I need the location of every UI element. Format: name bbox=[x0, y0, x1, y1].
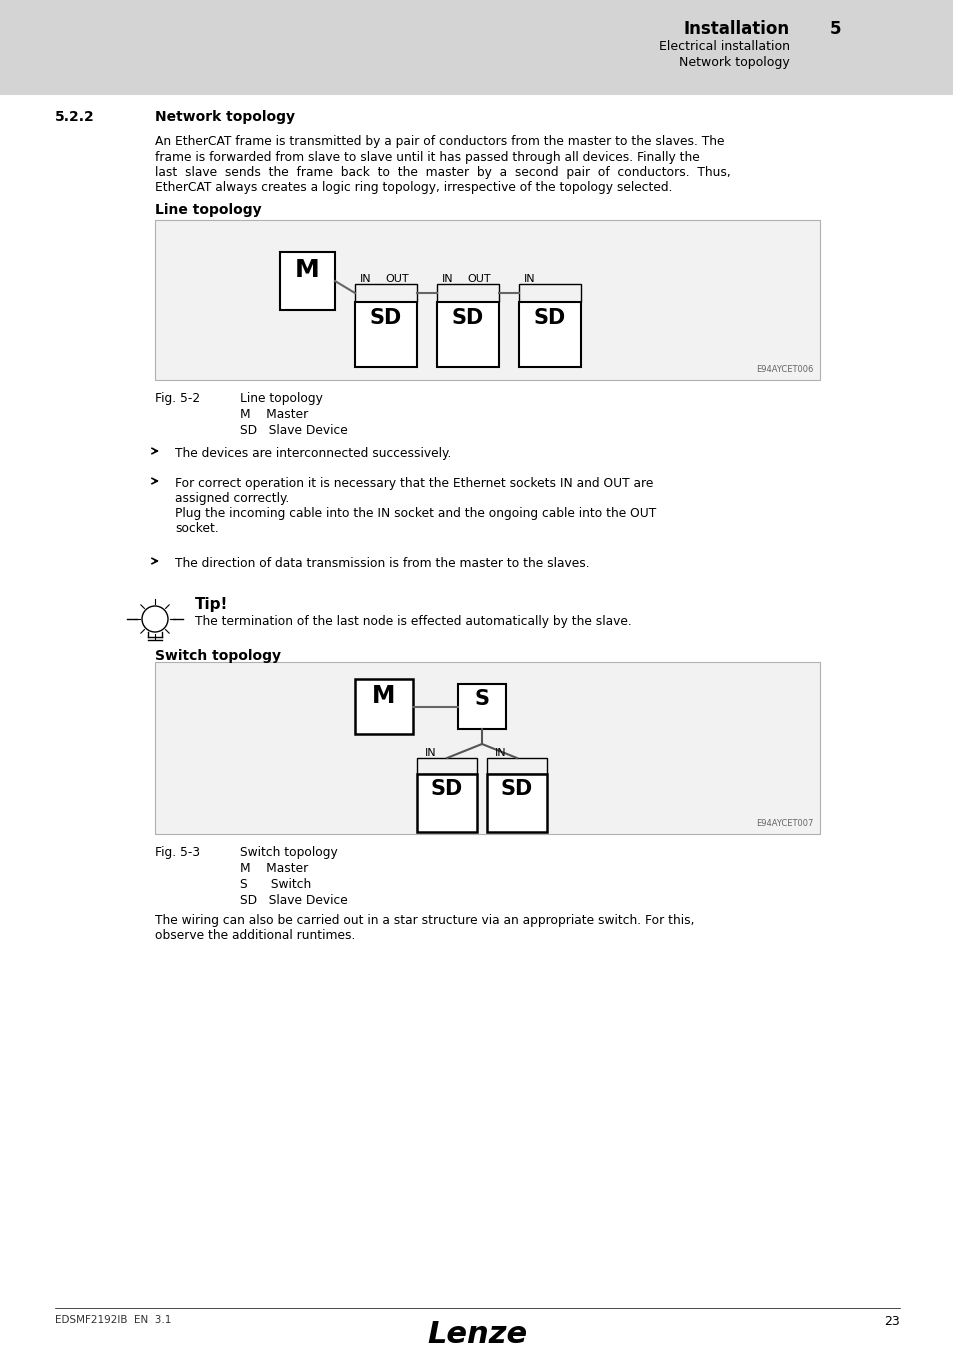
Bar bbox=[436, 302, 498, 367]
Text: frame is forwarded from slave to slave until it has passed through all devices. : frame is forwarded from slave to slave u… bbox=[154, 150, 699, 163]
Bar bbox=[416, 774, 476, 832]
Text: assigned correctly.: assigned correctly. bbox=[174, 491, 289, 505]
Text: OUT: OUT bbox=[467, 274, 490, 284]
Text: M: M bbox=[372, 684, 395, 707]
Text: S      Switch: S Switch bbox=[240, 878, 311, 891]
Text: IN: IN bbox=[495, 748, 506, 757]
Bar bbox=[486, 774, 546, 832]
Text: E94AYCET007: E94AYCET007 bbox=[756, 819, 813, 828]
Text: An EtherCAT frame is transmitted by a pair of conductors from the master to the : An EtherCAT frame is transmitted by a pa… bbox=[154, 135, 723, 148]
Bar bbox=[416, 757, 476, 774]
Text: Switch topology: Switch topology bbox=[154, 649, 281, 663]
Text: E94AYCET006: E94AYCET006 bbox=[756, 364, 813, 374]
Text: S: S bbox=[474, 688, 489, 709]
Text: M    Master: M Master bbox=[240, 863, 308, 875]
Text: M: M bbox=[294, 258, 319, 282]
Text: SD   Slave Device: SD Slave Device bbox=[240, 894, 348, 907]
Text: SD: SD bbox=[370, 308, 402, 328]
Text: The wiring can also be carried out in a star structure via an appropriate switch: The wiring can also be carried out in a … bbox=[154, 914, 694, 927]
Text: Line topology: Line topology bbox=[240, 392, 322, 405]
Bar bbox=[0, 0, 953, 95]
Bar bbox=[518, 302, 580, 367]
Bar bbox=[154, 662, 820, 834]
Text: The termination of the last node is effected automatically by the slave.: The termination of the last node is effe… bbox=[194, 616, 631, 628]
Text: Plug the incoming cable into the IN socket and the ongoing cable into the OUT: Plug the incoming cable into the IN sock… bbox=[174, 508, 656, 520]
Text: IN: IN bbox=[523, 274, 535, 284]
Text: The devices are interconnected successively.: The devices are interconnected successiv… bbox=[174, 447, 451, 460]
Bar bbox=[154, 220, 820, 379]
Bar bbox=[518, 284, 580, 302]
Text: SD: SD bbox=[500, 779, 533, 799]
Text: Electrical installation: Electrical installation bbox=[659, 40, 789, 53]
Text: Lenze: Lenze bbox=[427, 1320, 526, 1349]
Text: Network topology: Network topology bbox=[154, 109, 294, 124]
Text: Switch topology: Switch topology bbox=[240, 846, 337, 859]
Text: Network topology: Network topology bbox=[679, 55, 789, 69]
Text: SD   Slave Device: SD Slave Device bbox=[240, 424, 348, 437]
Text: Line topology: Line topology bbox=[154, 202, 261, 217]
Bar bbox=[280, 252, 335, 310]
Text: SD: SD bbox=[431, 779, 462, 799]
Text: EtherCAT always creates a logic ring topology, irrespective of the topology sele: EtherCAT always creates a logic ring top… bbox=[154, 181, 672, 194]
Text: socket.: socket. bbox=[174, 522, 218, 535]
Text: IN: IN bbox=[359, 274, 372, 284]
Text: 5: 5 bbox=[829, 20, 841, 38]
Text: SD: SD bbox=[534, 308, 565, 328]
Text: Fig. 5-2: Fig. 5-2 bbox=[154, 392, 200, 405]
Bar bbox=[457, 684, 505, 729]
Text: Tip!: Tip! bbox=[194, 597, 228, 612]
Text: SD: SD bbox=[452, 308, 483, 328]
Bar bbox=[355, 679, 413, 734]
Text: Fig. 5-3: Fig. 5-3 bbox=[154, 846, 200, 859]
Text: Installation: Installation bbox=[683, 20, 789, 38]
Bar bbox=[436, 284, 498, 302]
Text: The direction of data transmission is from the master to the slaves.: The direction of data transmission is fr… bbox=[174, 558, 589, 570]
Text: OUT: OUT bbox=[385, 274, 408, 284]
Text: 5.2.2: 5.2.2 bbox=[55, 109, 94, 124]
Text: IN: IN bbox=[424, 748, 436, 757]
Text: IN: IN bbox=[441, 274, 453, 284]
Bar bbox=[355, 302, 416, 367]
Text: EDSMF2192IB  EN  3.1: EDSMF2192IB EN 3.1 bbox=[55, 1315, 172, 1324]
Text: observe the additional runtimes.: observe the additional runtimes. bbox=[154, 929, 355, 942]
Text: For correct operation it is necessary that the Ethernet sockets IN and OUT are: For correct operation it is necessary th… bbox=[174, 477, 653, 490]
Bar bbox=[355, 284, 416, 302]
Text: last  slave  sends  the  frame  back  to  the  master  by  a  second  pair  of  : last slave sends the frame back to the m… bbox=[154, 166, 730, 180]
Text: 23: 23 bbox=[883, 1315, 899, 1328]
Text: M    Master: M Master bbox=[240, 408, 308, 421]
Bar bbox=[486, 757, 546, 774]
